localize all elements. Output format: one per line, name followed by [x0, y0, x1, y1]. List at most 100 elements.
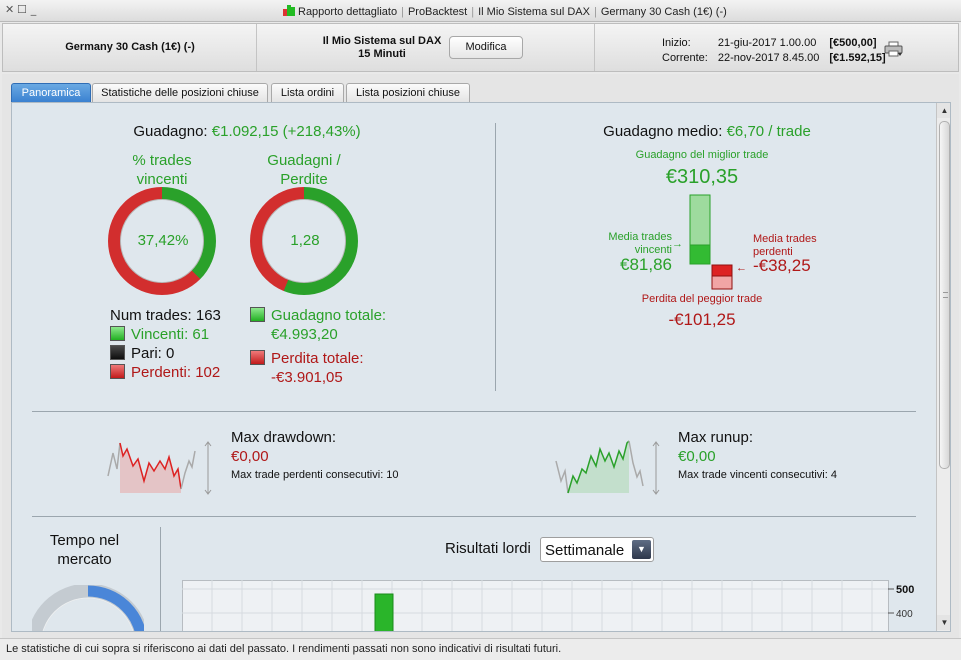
max-runup-value: €0,00 — [678, 448, 716, 465]
system-name: Il Mio Sistema sul DAX — [322, 35, 442, 47]
close-window-icon[interactable]: ✕ — [5, 3, 18, 16]
max-runup-title: Max runup: — [678, 429, 754, 446]
start-label: Inizio: — [662, 37, 691, 49]
trade-range-chart — [689, 194, 733, 290]
average-win-label: Media trades vincenti — [592, 231, 672, 257]
period-select[interactable]: Settimanale ▼ — [540, 537, 654, 562]
average-win-label-line1: Media trades — [608, 231, 672, 243]
scroll-down-icon[interactable]: ▼ — [937, 615, 950, 630]
gross-results-chart: 500 400 — [182, 580, 914, 631]
window-titlebar: ✕☐_ Rapporto dettagliato | ProBacktest | Il … — [0, 0, 961, 22]
current-capital: [€1.592,15] — [829, 52, 886, 64]
average-loss-label-line2: perdenti — [753, 246, 793, 258]
winners-row: Vincenti: 61 — [110, 325, 221, 344]
time-in-market-title: Tempo nel mercato — [32, 531, 137, 569]
tab-closed-positions-stats[interactable]: Statistiche delle posizioni chiuse — [92, 83, 268, 102]
scrollbar-thumb[interactable] — [939, 121, 950, 469]
time-in-market-line2: mercato — [57, 551, 112, 568]
current-label: Corrente: — [662, 52, 708, 64]
period-select-value: Settimanale — [545, 542, 625, 559]
even-swatch — [110, 345, 125, 360]
axis-tick-500: 500 — [896, 584, 914, 596]
gain-label: Guadagno: — [133, 123, 208, 140]
num-trades: Num trades: 163 — [110, 307, 221, 324]
minimize-window-icon[interactable]: _ — [30, 3, 40, 16]
average-win-bar — [689, 244, 711, 265]
maximize-window-icon[interactable]: ☐ — [17, 3, 30, 16]
losers-swatch — [110, 364, 125, 379]
vertical-divider-2 — [160, 527, 161, 631]
average-gain: Guadagno medio: €6,70 / trade — [572, 123, 842, 140]
total-gain-swatch — [250, 307, 265, 322]
max-consecutive-losers: Max trade perdenti consecutivi: 10 — [231, 469, 399, 481]
winners-swatch — [110, 326, 125, 341]
current-date: 22-nov-2017 8.45.00 — [717, 52, 820, 64]
report-content: Panoramica Statistiche delle posizioni c… — [2, 74, 959, 638]
best-trade-label: Guadagno del miglior trade — [635, 149, 769, 161]
title-report: Rapporto dettagliato — [298, 6, 398, 18]
even-count: Pari: 0 — [131, 345, 175, 362]
total-loss-label-row: Perdita totale: — [250, 349, 386, 368]
win-rate-title-line2: vincenti — [136, 171, 188, 188]
chevron-down-icon[interactable]: ▼ — [632, 540, 651, 559]
win-rate-title-line1: % trades — [132, 152, 192, 169]
title-probacktest: ProBacktest — [407, 6, 468, 18]
start-date: 21-giu-2017 1.00.00 — [717, 37, 817, 49]
best-trade-bar — [689, 194, 711, 246]
tab-closed-positions-list[interactable]: Lista posizioni chiuse — [346, 83, 470, 102]
candlestick-chart-icon — [282, 4, 296, 17]
title-system: Il Mio Sistema sul DAX — [478, 6, 590, 18]
instrument-cell: Germany 30 Cash (1€) (-) — [3, 24, 257, 71]
totals: Guadagno totale: €4.993,20 Perdita total… — [250, 306, 386, 387]
system-info: Il Mio Sistema sul DAX 15 Minuti — [297, 35, 467, 61]
window-title: Rapporto dettagliato | ProBacktest | Il Mio … — [282, 4, 727, 18]
average-loss-label: Media trades perdenti — [753, 233, 817, 259]
scroll-up-icon[interactable]: ▲ — [937, 103, 950, 118]
average-win-arrow: → — [672, 238, 683, 250]
winners-count: Vincenti: 61 — [131, 326, 210, 343]
win-rate-donut: 37,42% — [108, 187, 216, 295]
total-loss-value: -€3.901,05 — [271, 369, 343, 386]
vertical-scrollbar[interactable]: ▲ ▼ — [936, 103, 950, 631]
average-loss-arrow: ← — [736, 262, 747, 274]
losers-row: Perdenti: 102 — [110, 363, 221, 382]
average-loss-value: -€38,25 — [753, 256, 811, 275]
title-instrument: Germany 30 Cash (1€) (-) — [600, 6, 727, 18]
gain-value: €1.092,15 (+218,43%) — [211, 123, 361, 140]
system-timeframe: 15 Minuti — [358, 48, 406, 60]
even-row: Pari: 0 — [110, 344, 221, 363]
tab-overview[interactable]: Panoramica — [11, 83, 91, 102]
average-gain-value: €6,70 / trade — [726, 123, 811, 140]
gain-loss-title-line1: Guadagni / — [267, 152, 341, 169]
instrument-name: Germany 30 Cash (1€) (-) — [65, 41, 195, 53]
axis-tick-400: 400 — [896, 609, 913, 620]
time-in-market-line1: Tempo nel — [49, 532, 120, 549]
losers-count: Perdenti: 102 — [131, 364, 221, 381]
average-win-value: €81,86 — [620, 255, 672, 274]
worst-trade-value: -€101,25 — [668, 310, 736, 329]
gain-loss-donut-center: 1,28 — [262, 199, 346, 283]
status-bar: Le statistiche di cui sopra si riferisco… — [0, 638, 961, 660]
vertical-divider — [495, 123, 496, 391]
time-in-market-gauge — [32, 585, 144, 631]
max-drawdown: Max drawdown: €0,00 Max trade perdenti c… — [231, 428, 399, 485]
tab-order-list[interactable]: Lista ordini — [271, 83, 344, 102]
trade-counts: Num trades: 163 Vincenti: 61 Pari: 0 Per… — [110, 306, 221, 382]
printer-icon[interactable] — [884, 41, 904, 57]
average-gain-label: Guadagno medio: — [603, 123, 723, 140]
runup-sparkline-icon — [555, 440, 660, 495]
report-header: Germany 30 Cash (1€) (-) Il Mio Sistema … — [2, 23, 959, 72]
horizontal-divider-2 — [32, 516, 916, 517]
dates-cell: Inizio: 21-giu-2017 1.00.00 [€500,00] Co… — [595, 24, 958, 71]
backtest-dates: Inizio: 21-giu-2017 1.00.00 [€500,00] Co… — [660, 35, 888, 67]
window-controls: ✕☐_ — [5, 3, 41, 16]
modify-button[interactable]: Modifica — [449, 36, 523, 59]
average-win-label-line2: vincenti — [634, 244, 672, 256]
gain-loss-title: Guadagni / Perdite — [244, 151, 364, 189]
best-trade-value: €310,35 — [665, 166, 739, 188]
win-rate-donut-center: 37,42% — [120, 199, 204, 283]
total-loss-label: Perdita totale: — [271, 350, 364, 367]
total-gain-label-row: Guadagno totale: — [250, 306, 386, 325]
win-rate-title: % trades vincenti — [102, 151, 222, 189]
average-loss-label-line1: Media trades — [753, 233, 817, 245]
